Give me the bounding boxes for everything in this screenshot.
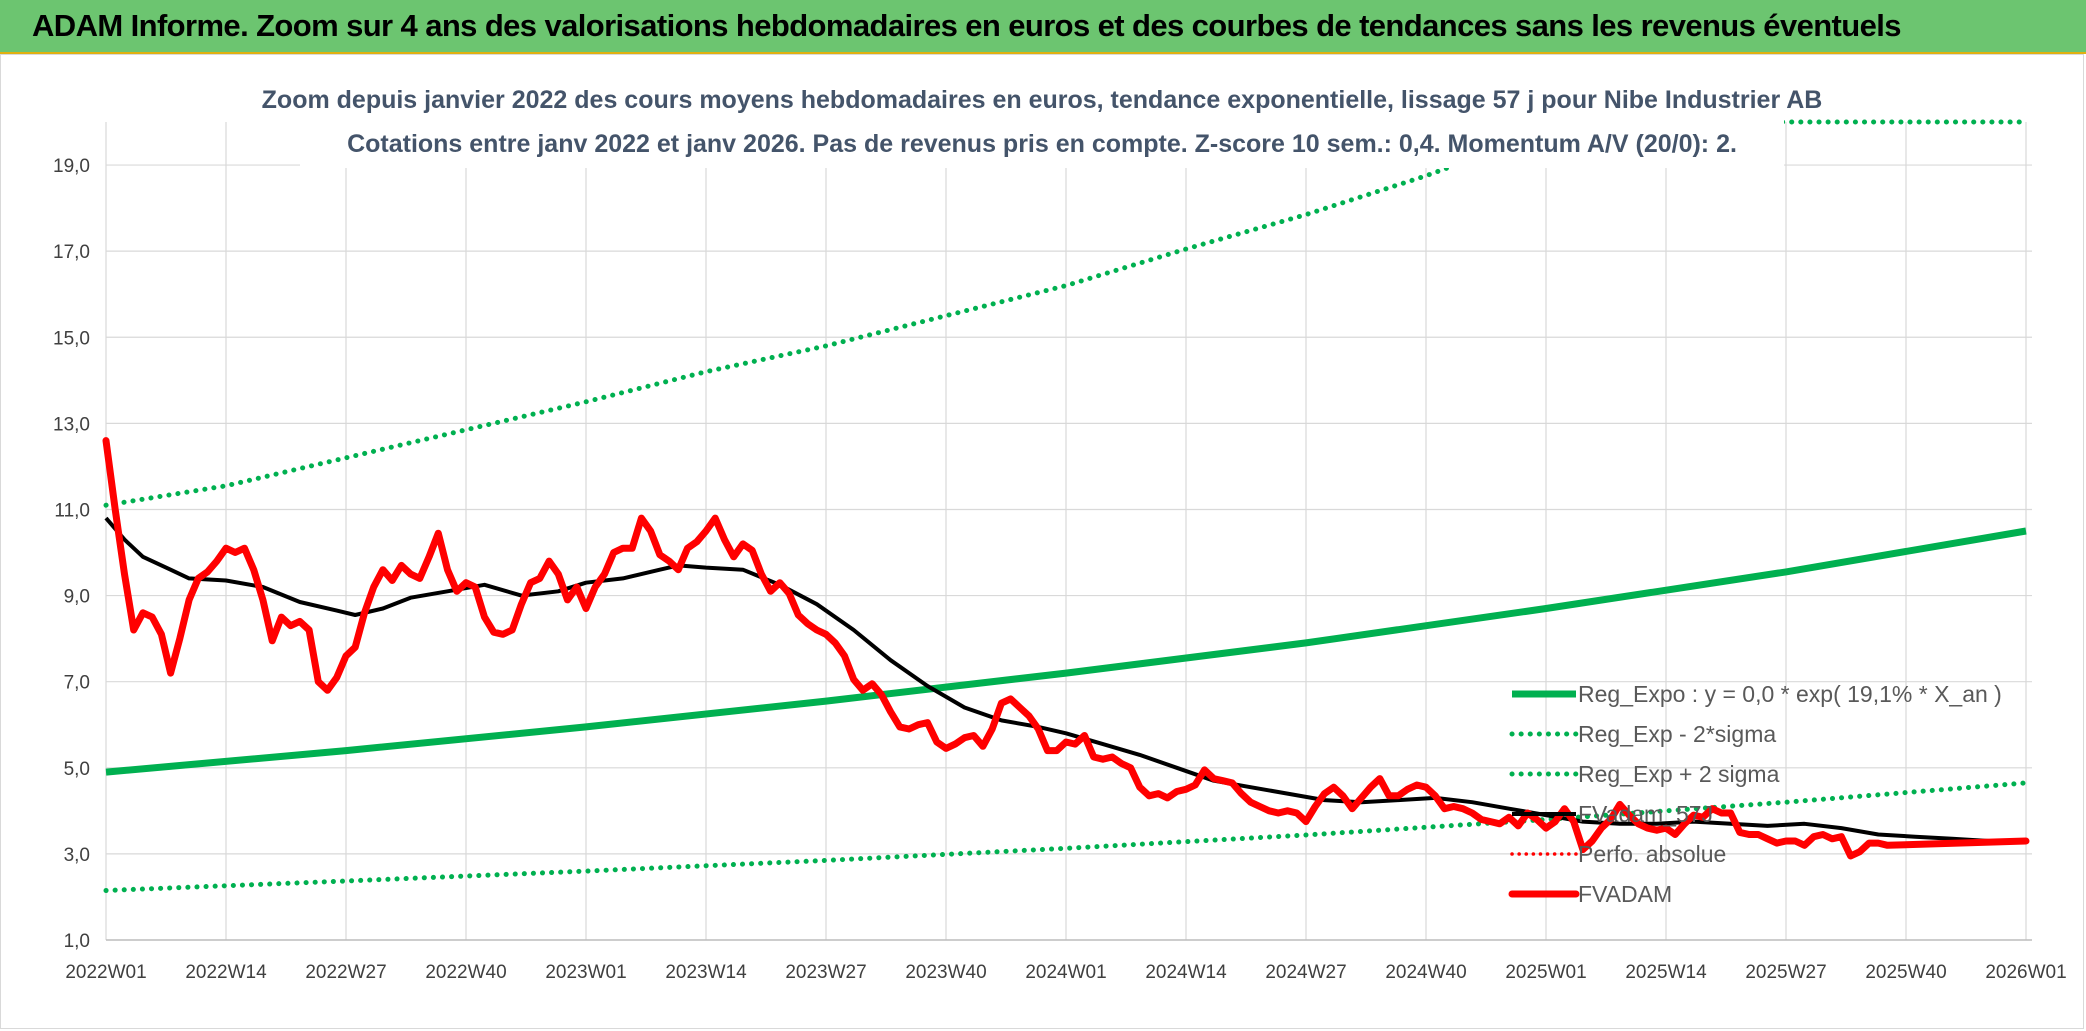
x-tick-label: 2024W40: [1385, 962, 1466, 983]
legend-label: FVadam_57J: [1578, 801, 1713, 827]
chart-subtitle: Zoom depuis janvier 2022 des cours moyen…: [262, 76, 1823, 168]
y-tick-label: 19,0: [53, 156, 90, 177]
x-tick-label: 2026W01: [1985, 962, 2066, 983]
subtitle-line-2: Cotations entre janv 2022 et janv 2026. …: [347, 130, 1737, 158]
subtitle-backdrop: [300, 76, 1784, 168]
series-reg-expo-line: [105, 527, 2027, 776]
x-tick-label: 2025W14: [1625, 962, 1707, 983]
x-tick-label: 2025W01: [1505, 962, 1586, 983]
legend-label: Reg_Exp - 2*sigma: [1578, 721, 1776, 747]
series-fvadam-line: [102, 437, 2030, 860]
y-tick-label: 13,0: [53, 414, 90, 435]
x-tick-label: 2022W40: [425, 962, 506, 983]
y-tick-label: 11,0: [54, 500, 90, 521]
x-tick-label: 2025W27: [1745, 962, 1826, 983]
series-group: [102, 119, 2030, 893]
legend-label: Reg_Expo : y = 0,0 * exp( 19,1% * X_an ): [1578, 681, 2002, 707]
legend-label: FVADAM: [1578, 881, 1672, 907]
x-tick-label: 2023W01: [545, 962, 626, 983]
subtitle-line-1: Zoom depuis janvier 2022 des cours moyen…: [262, 86, 1823, 114]
y-tick-label: 3,0: [64, 845, 90, 866]
y-tick-label: 7,0: [64, 673, 90, 694]
x-tick-label: 2022W01: [65, 962, 146, 983]
gridlines: [105, 122, 2032, 941]
y-tick-label: 9,0: [64, 587, 90, 608]
legend-label: Perfo. absolue: [1578, 841, 1726, 867]
header-banner: ADAM Informe. Zoom sur 4 ans des valoris…: [0, 0, 2086, 54]
x-tick-label: 2024W14: [1145, 962, 1227, 983]
axes: 1,0 3,0 5,0 7,0 9,0 11,0 13,0 15,0 17,0 19,0 2022W…: [53, 156, 2067, 983]
y-tick-label: 5,0: [64, 759, 90, 780]
y-tick-label: 1,0: [64, 931, 90, 952]
legend: Reg_Expo : y = 0,0 * exp( 19,1% * X_an )…: [1508, 681, 2002, 907]
chart-frame: [0, 54, 2084, 1029]
x-tick-label: 2022W14: [185, 962, 267, 983]
x-tick-label: 2023W27: [785, 962, 866, 983]
y-tick-label: 15,0: [53, 328, 90, 349]
legend-label: Reg_Exp + 2 sigma: [1578, 761, 1780, 787]
x-tick-label: 2024W27: [1265, 962, 1346, 983]
x-tick-label: 2023W14: [665, 962, 747, 983]
x-tick-label: 2022W27: [305, 962, 386, 983]
report-title: ADAM Informe. Zoom sur 4 ans des valoris…: [32, 8, 1902, 43]
x-tick-label: 2023W40: [905, 962, 986, 983]
x-tick-label: 2025W40: [1865, 962, 1946, 983]
y-tick-label: 17,0: [53, 242, 90, 263]
series-reg-exp-minus-2sigma-line: [103, 780, 2029, 893]
x-tick-label: 2024W01: [1025, 962, 1106, 983]
